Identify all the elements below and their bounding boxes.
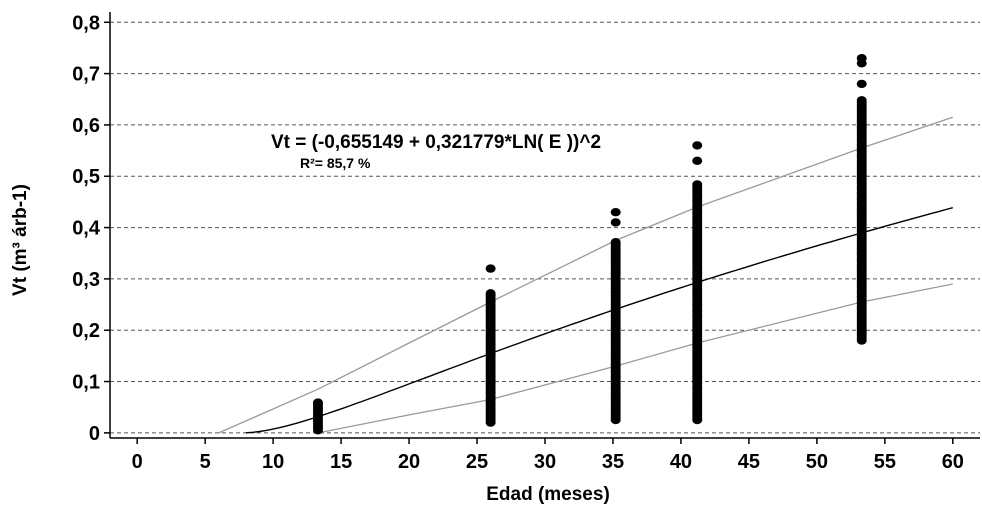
- axes: [104, 12, 980, 444]
- data-point: [610, 208, 621, 217]
- x-tick-label: 20: [398, 451, 420, 473]
- data-point: [692, 180, 703, 189]
- data-point: [610, 218, 621, 227]
- data-point: [485, 264, 496, 273]
- x-tick-label: 60: [942, 451, 964, 473]
- data-point: [692, 141, 703, 150]
- x-tick-labels: 0 5 10 15 20 25 30 35 40 45 50 55 60: [132, 451, 964, 473]
- y-tick-label: 0,5: [72, 166, 100, 188]
- y-tick-label: 0,6: [72, 115, 100, 137]
- data-point: [692, 156, 703, 165]
- y-tick-label: 0,7: [72, 64, 100, 86]
- y-tick-label: 0,4: [72, 218, 101, 240]
- x-tick-label: 5: [200, 451, 211, 473]
- fit-curve: [245, 207, 953, 434]
- r-squared-label: R²= 85,7 %: [300, 155, 371, 171]
- regression-equation: Vt = (-0,655149 + 0,321779*LN( E ))^2: [271, 132, 601, 153]
- y-tick-label: 0,3: [72, 269, 100, 291]
- fit-curve-line: [245, 207, 953, 434]
- y-tick-label: 0: [89, 423, 100, 445]
- x-tick-label: 30: [534, 451, 556, 473]
- x-tick-label: 45: [738, 451, 760, 473]
- data-point: [485, 289, 496, 298]
- x-tick-label: 55: [874, 451, 896, 473]
- y-tick-label: 0,1: [72, 372, 100, 394]
- x-tick-label: 35: [602, 451, 624, 473]
- y-tick-label: 0,2: [72, 320, 100, 342]
- x-axis-title: Edad (meses): [486, 484, 610, 505]
- data-point: [856, 54, 867, 63]
- data-point: [312, 398, 323, 407]
- grid-lines: [110, 21, 980, 434]
- data-point: [856, 96, 867, 105]
- upper-band-line: [218, 116, 954, 434]
- y-tick-label: 0,8: [72, 12, 100, 34]
- x-tick-label: 40: [670, 451, 692, 473]
- data-point: [610, 238, 621, 247]
- data-points: [312, 54, 867, 435]
- x-tick-label: 15: [330, 451, 352, 473]
- data-point: [856, 79, 867, 89]
- y-tick-labels: 0 0,1 0,2 0,3 0,4 0,5 0,6 0,7 0,8: [72, 12, 101, 445]
- x-tick-label: 25: [466, 451, 488, 473]
- x-tick-label: 0: [132, 451, 143, 473]
- x-tick-label: 50: [806, 451, 828, 473]
- x-tick-label: 10: [262, 451, 284, 473]
- y-axis-title: Vt (m³ árb-1): [10, 184, 31, 296]
